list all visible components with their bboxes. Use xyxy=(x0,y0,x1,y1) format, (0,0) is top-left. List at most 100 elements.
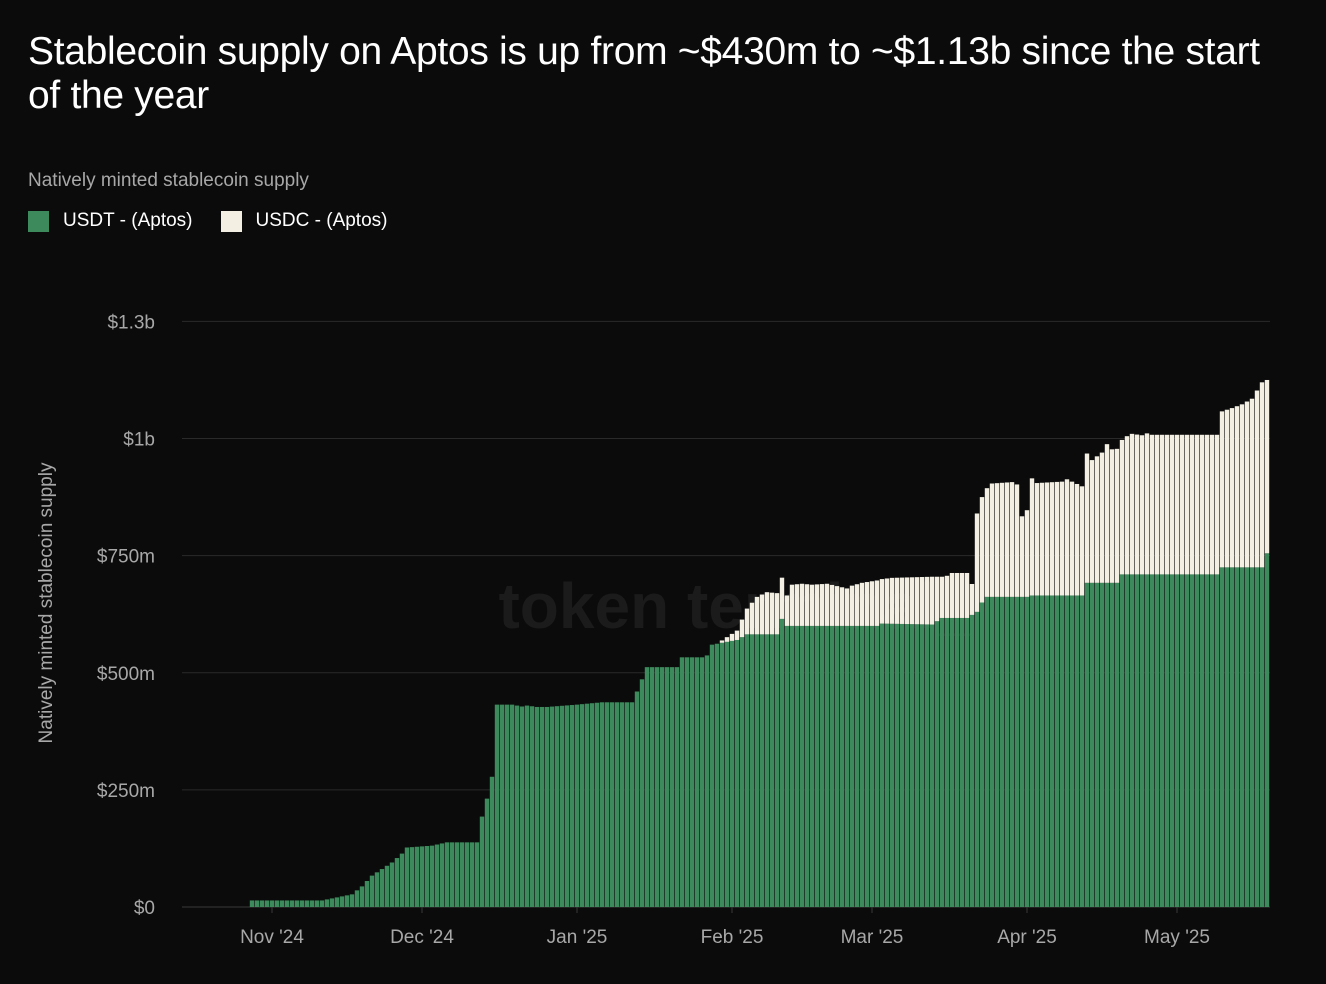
bar-usdc[interactable] xyxy=(929,576,935,625)
bar-usdc[interactable] xyxy=(849,585,855,626)
bar-usdc[interactable] xyxy=(744,608,750,635)
bar-usdc[interactable] xyxy=(1059,481,1065,596)
bar-usdc[interactable] xyxy=(829,584,835,626)
bar-usdc[interactable] xyxy=(1249,398,1255,568)
bar-usdt[interactable] xyxy=(719,642,725,907)
bar-usdt[interactable] xyxy=(1044,595,1050,907)
bar-usdt[interactable] xyxy=(384,865,390,907)
bar-usdt[interactable] xyxy=(939,617,945,907)
bar-usdt[interactable] xyxy=(334,897,340,907)
bar-usdc[interactable] xyxy=(1229,408,1235,568)
bar-usdt[interactable] xyxy=(769,634,775,907)
bar-usdc[interactable] xyxy=(754,596,760,635)
bar-usdt[interactable] xyxy=(279,900,285,907)
bar-usdt[interactable] xyxy=(764,634,770,907)
bar-usdt[interactable] xyxy=(1144,574,1150,907)
bar-usdt[interactable] xyxy=(1229,567,1235,907)
bar-usdc[interactable] xyxy=(1104,444,1110,583)
bar-usdc[interactable] xyxy=(1254,390,1260,568)
bar-usdt[interactable] xyxy=(379,869,385,907)
bar-usdt[interactable] xyxy=(534,706,540,907)
bar-usdc[interactable] xyxy=(899,577,905,624)
bar-usdt[interactable] xyxy=(979,602,985,908)
bar-usdt[interactable] xyxy=(489,776,495,907)
bar-usdt[interactable] xyxy=(389,862,395,907)
bar-usdt[interactable] xyxy=(1189,574,1195,907)
bar-usdt[interactable] xyxy=(849,625,855,907)
bar-usdt[interactable] xyxy=(989,596,995,907)
bar-usdt[interactable] xyxy=(639,679,645,907)
bar-usdt[interactable] xyxy=(789,625,795,907)
bar-usdc[interactable] xyxy=(959,572,965,618)
bar-usdt[interactable] xyxy=(254,900,260,907)
bar-usdt[interactable] xyxy=(1224,567,1230,907)
bar-usdt[interactable] xyxy=(699,657,705,907)
bar-usdc[interactable] xyxy=(1039,482,1045,596)
bar-usdt[interactable] xyxy=(1234,567,1240,907)
bar-usdc[interactable] xyxy=(1134,434,1140,575)
bar-usdt[interactable] xyxy=(1174,574,1180,907)
bar-usdc[interactable] xyxy=(1209,434,1215,575)
bar-usdt[interactable] xyxy=(1264,553,1270,907)
bar-usdt[interactable] xyxy=(659,667,665,907)
bar-usdt[interactable] xyxy=(1134,574,1140,907)
bar-usdt[interactable] xyxy=(1169,574,1175,907)
bar-usdc[interactable] xyxy=(1189,434,1195,575)
bar-usdc[interactable] xyxy=(724,637,730,642)
bar-usdt[interactable] xyxy=(509,704,515,907)
bar-usdt[interactable] xyxy=(994,596,1000,907)
bar-usdt[interactable] xyxy=(1019,596,1025,907)
bar-usdt[interactable] xyxy=(604,702,610,907)
bar-usdt[interactable] xyxy=(484,798,490,907)
bar-usdc[interactable] xyxy=(719,640,725,643)
bar-usdc[interactable] xyxy=(759,594,765,635)
bar-usdt[interactable] xyxy=(899,623,905,907)
bar-usdt[interactable] xyxy=(839,625,845,907)
bar-usdt[interactable] xyxy=(424,846,430,907)
bar-usdt[interactable] xyxy=(414,846,420,907)
bar-usdc[interactable] xyxy=(769,592,775,635)
bar-usdt[interactable] xyxy=(324,899,330,907)
bar-usdc[interactable] xyxy=(1149,434,1155,575)
bar-usdt[interactable] xyxy=(609,702,615,907)
bar-usdc[interactable] xyxy=(969,583,975,615)
bar-usdc[interactable] xyxy=(729,633,735,641)
bar-usdt[interactable] xyxy=(964,617,970,907)
bar-usdt[interactable] xyxy=(1089,582,1095,907)
bar-usdc[interactable] xyxy=(1169,434,1175,575)
bar-usdt[interactable] xyxy=(684,657,690,907)
bar-usdc[interactable] xyxy=(819,584,825,626)
bar-usdt[interactable] xyxy=(969,614,975,907)
bar-usdt[interactable] xyxy=(434,844,440,907)
bar-usdc[interactable] xyxy=(844,588,850,626)
bar-usdc[interactable] xyxy=(974,513,980,612)
bar-usdt[interactable] xyxy=(259,900,265,907)
bar-usdc[interactable] xyxy=(784,595,790,626)
bar-usdt[interactable] xyxy=(574,704,580,907)
bar-usdt[interactable] xyxy=(664,667,670,907)
bar-usdt[interactable] xyxy=(929,624,935,907)
bar-usdt[interactable] xyxy=(1079,595,1085,907)
bar-usdt[interactable] xyxy=(364,881,370,907)
bar-usdt[interactable] xyxy=(439,843,445,907)
bar-usdt[interactable] xyxy=(544,706,550,907)
bar-usdc[interactable] xyxy=(879,579,885,624)
bar-usdc[interactable] xyxy=(1124,436,1130,575)
bar-usdt[interactable] xyxy=(549,706,555,907)
bar-usdt[interactable] xyxy=(714,643,720,907)
bar-usdt[interactable] xyxy=(584,703,590,907)
bar-usdt[interactable] xyxy=(469,842,475,907)
bar-usdt[interactable] xyxy=(734,639,740,907)
bar-usdc[interactable] xyxy=(944,575,950,618)
bar-usdt[interactable] xyxy=(874,625,880,907)
bar-usdt[interactable] xyxy=(1024,596,1030,907)
bar-usdc[interactable] xyxy=(1049,482,1055,596)
bar-usdt[interactable] xyxy=(1064,595,1070,907)
bar-usdt[interactable] xyxy=(819,625,825,907)
bar-usdc[interactable] xyxy=(1144,433,1150,575)
bar-usdt[interactable] xyxy=(594,702,600,907)
bar-usdt[interactable] xyxy=(444,842,450,907)
bar-usdt[interactable] xyxy=(1219,567,1225,907)
bar-usdc[interactable] xyxy=(1199,434,1205,575)
bar-usdc[interactable] xyxy=(799,583,805,626)
